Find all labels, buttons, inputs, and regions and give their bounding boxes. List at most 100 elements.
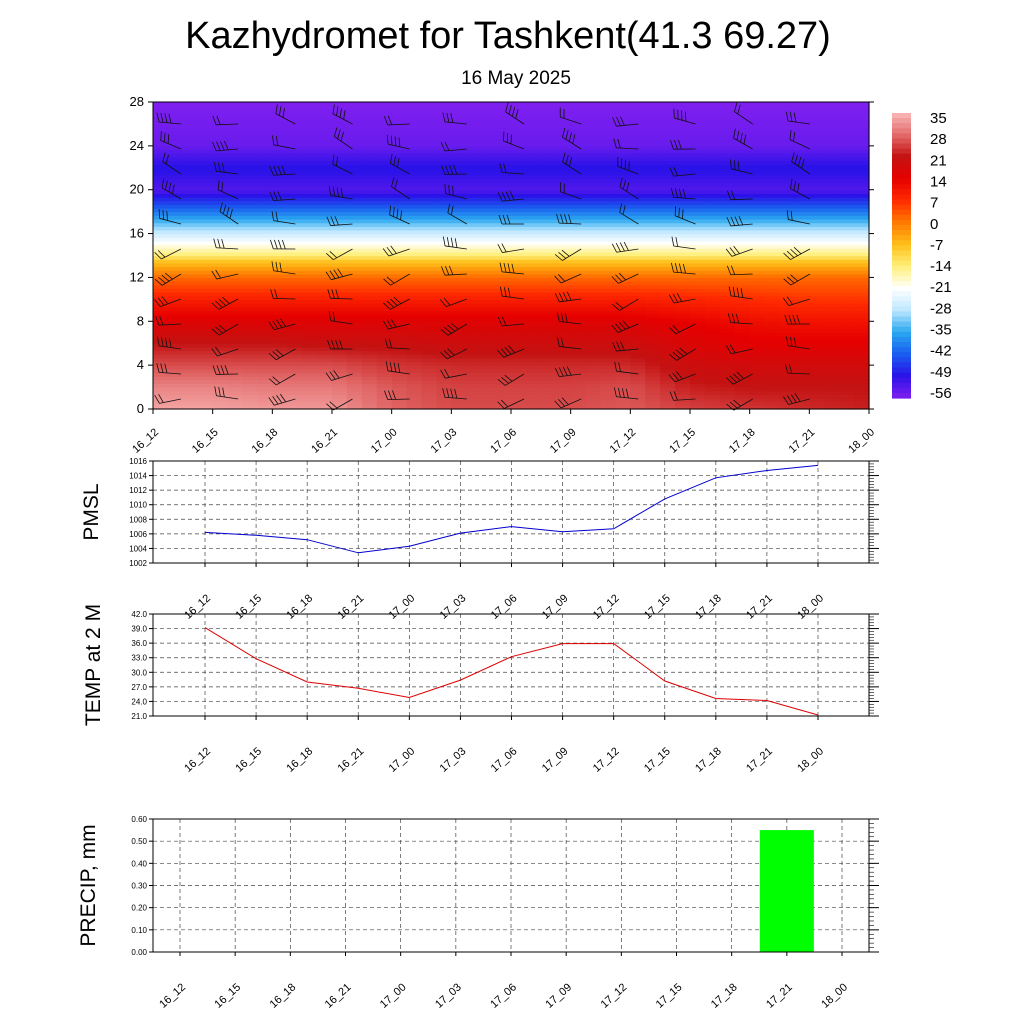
wind-barb-feather [507, 287, 511, 298]
colorbar-swatch [892, 347, 911, 353]
heatmap-cell [302, 109, 318, 114]
heatmap-cell [153, 131, 169, 136]
heatmap-cell [481, 273, 497, 279]
heatmap-cell [630, 405, 646, 410]
heatmap-cell [257, 343, 273, 348]
heatmap-cell [167, 343, 184, 348]
heatmap-cell [645, 332, 661, 337]
heatmap-cell [690, 112, 706, 118]
heatmap-cell [332, 240, 348, 246]
heatmap-cell [272, 171, 288, 176]
heatmap-cell [212, 390, 229, 395]
heatmap-cell [600, 204, 617, 209]
heatmap-cell [182, 237, 199, 242]
heatmap-cell [197, 127, 214, 132]
x-tick-label: 17_03 [438, 592, 469, 621]
heatmap-cell [182, 317, 199, 322]
heatmap-cell [167, 259, 184, 264]
heatmap-cell [585, 240, 602, 246]
heatmap-cell [361, 376, 378, 381]
heatmap-cell [197, 357, 214, 363]
heatmap-cell [406, 255, 423, 260]
heatmap-cell [496, 354, 512, 359]
colorbar-swatch [892, 148, 911, 155]
heatmap-cell [600, 354, 617, 359]
heatmap-cell [704, 222, 721, 227]
heatmap-cell [555, 354, 572, 359]
heatmap-cell [302, 339, 318, 344]
heatmap-cell [257, 317, 273, 322]
heatmap-cell [346, 376, 363, 381]
heatmap-cell [630, 182, 646, 187]
heatmap-cell [839, 182, 855, 187]
heatmap-cell [779, 204, 796, 209]
heatmap-cell [615, 160, 631, 165]
heatmap-cell [675, 317, 691, 322]
heatmap-cell [421, 182, 438, 187]
heatmap-cell [809, 295, 825, 300]
heatmap-cell [182, 131, 199, 136]
heatmap-cell [854, 102, 870, 107]
heatmap-cell [391, 120, 408, 125]
heatmap-cell [451, 335, 467, 341]
heatmap-cell [824, 313, 840, 319]
heatmap-cell [809, 273, 825, 279]
heatmap-cell [585, 153, 602, 158]
heatmap-cell [257, 167, 273, 173]
heatmap-cell [466, 262, 482, 268]
colorbar-swatch [892, 163, 911, 170]
heatmap-cell [391, 109, 408, 114]
heatmap-cell [645, 167, 661, 173]
heatmap-cell [839, 387, 855, 392]
heatmap-cell [585, 204, 602, 209]
heatmap-cell [391, 277, 408, 282]
heatmap-cell [660, 346, 676, 352]
heatmap-cell [466, 390, 482, 395]
heatmap-cell [749, 328, 766, 333]
heatmap-cell [302, 335, 318, 341]
heatmap-cell [317, 284, 333, 289]
colorbar-swatch [892, 133, 911, 140]
wind-barb-feather [334, 216, 339, 226]
heatmap-cell [704, 160, 721, 165]
heatmap-cell [481, 405, 497, 410]
heatmap-cell [690, 398, 706, 403]
heatmap-cell [749, 372, 766, 377]
heatmap-cell [854, 215, 870, 220]
heatmap-cell [153, 218, 169, 224]
heatmap-cell [839, 204, 855, 209]
heatmap-cell [600, 123, 617, 129]
heatmap-cell [824, 259, 840, 264]
heatmap-cell [212, 354, 229, 359]
heatmap-cell [466, 248, 482, 253]
heatmap-cell [153, 123, 169, 129]
heatmap-cell [540, 379, 557, 385]
heatmap-cell [376, 200, 393, 205]
heatmap-cell [570, 262, 587, 268]
heatmap-cell [615, 401, 631, 406]
heatmap-cell [675, 372, 691, 377]
heatmap-cell [391, 105, 408, 110]
wind-barb-feather [497, 401, 505, 409]
heatmap-cell [421, 178, 438, 183]
heatmap-cell [391, 134, 408, 140]
heatmap-cell [779, 237, 796, 242]
heatmap-cell [317, 262, 333, 268]
heatmap-cell [525, 123, 542, 129]
heatmap-cell [600, 156, 617, 162]
heatmap-cell [779, 266, 796, 271]
heatmap-cell [227, 368, 244, 374]
heatmap-cell [466, 145, 482, 151]
heatmap-cell [227, 207, 244, 213]
wind-barb-feather [268, 397, 275, 406]
heatmap-cell [257, 182, 273, 187]
heatmap-cell [302, 387, 318, 392]
heatmap-cell [734, 255, 751, 260]
heatmap-cell [615, 281, 631, 286]
heatmap-cell [317, 259, 333, 264]
heatmap-cell [376, 292, 393, 297]
wind-barb-feather [554, 400, 562, 409]
heatmap-cell [421, 390, 438, 395]
heatmap-cell [466, 313, 482, 319]
wind-barb-feather [789, 112, 793, 122]
